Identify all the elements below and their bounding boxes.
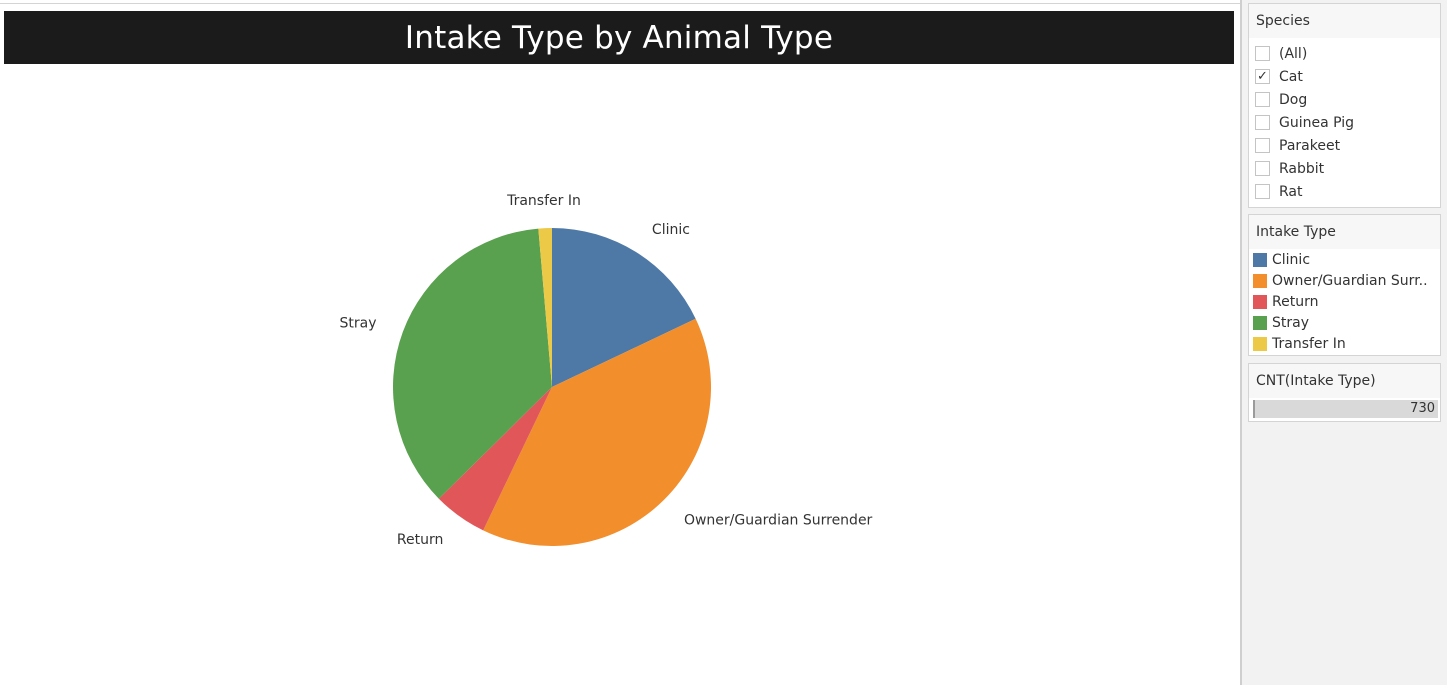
checkbox-icon[interactable] [1255, 161, 1270, 176]
checkbox-checked-icon[interactable]: ✓ [1255, 69, 1270, 84]
pie-slice-label: Owner/Guardian Surrender [684, 513, 873, 529]
checkbox-icon[interactable] [1255, 46, 1270, 61]
legend-item[interactable]: Transfer In [1249, 333, 1440, 354]
species-option[interactable]: ✓ Cat [1249, 65, 1440, 88]
legend-item[interactable]: Return [1249, 291, 1440, 312]
species-option[interactable]: Rat [1249, 180, 1440, 203]
species-option-label: Cat [1279, 68, 1303, 85]
filters-panel: Species (All) ✓ Cat Dog Guinea Pig Parakeet Ra… [1242, 0, 1447, 685]
top-divider [0, 3, 1240, 4]
species-option-label: (All) [1279, 45, 1308, 62]
species-option-label: Guinea Pig [1279, 114, 1355, 131]
checkbox-icon[interactable] [1255, 184, 1270, 199]
legend-label: Clinic [1272, 251, 1311, 268]
species-option[interactable]: Rabbit [1249, 157, 1440, 180]
species-option-label: Rat [1279, 183, 1303, 200]
species-option[interactable]: Guinea Pig [1249, 111, 1440, 134]
count-value: 730 [1410, 401, 1435, 416]
legend-label: Owner/Guardian Surr.. [1272, 272, 1428, 289]
legend-label: Transfer In [1272, 335, 1346, 352]
legend-title: Intake Type [1249, 215, 1440, 249]
count-range-slider[interactable]: 730 [1253, 400, 1438, 418]
pie-slice[interactable] [438, 387, 552, 531]
dashboard-title: Intake Type by Animal Type [4, 11, 1234, 64]
checkbox-icon[interactable] [1255, 138, 1270, 153]
legend-swatch [1253, 294, 1267, 309]
pie-slice-label: Clinic [652, 222, 690, 238]
title-text: Intake Type by Animal Type [404, 19, 834, 56]
count-filter-title: CNT(Intake Type) [1249, 364, 1440, 398]
legend-swatch [1253, 273, 1267, 288]
legend-label: Return [1272, 293, 1319, 310]
pie-slice-label: Transfer In [506, 193, 581, 209]
species-filter: Species (All) ✓ Cat Dog Guinea Pig Parakeet Ra… [1248, 3, 1441, 208]
pie-slice[interactable] [538, 228, 552, 387]
species-option-label: Parakeet [1279, 137, 1341, 154]
species-option-label: Dog [1279, 91, 1308, 108]
species-option[interactable]: (All) [1249, 42, 1440, 65]
species-option[interactable]: Dog [1249, 88, 1440, 111]
pie-slice[interactable] [552, 228, 696, 387]
legend-item[interactable]: Stray [1249, 312, 1440, 333]
legend-item[interactable]: Clinic [1249, 249, 1440, 270]
species-option-label: Rabbit [1279, 160, 1325, 177]
checkbox-icon[interactable] [1255, 115, 1270, 130]
pie-slice-label: Stray [340, 315, 377, 331]
pie-slice[interactable] [392, 228, 552, 499]
pie-chart: Clinic Owner/Guardian Surrender Return Stra… [340, 193, 873, 548]
species-filter-title: Species [1249, 4, 1440, 38]
count-filter: CNT(Intake Type) 730 [1248, 363, 1441, 422]
legend-swatch [1253, 315, 1267, 330]
species-list: (All) ✓ Cat Dog Guinea Pig Parakeet Rabbit Rat [1249, 38, 1440, 203]
legend-list: Clinic Owner/Guardian Surr.. Return Stray Tr… [1249, 249, 1440, 354]
pie-slice[interactable] [483, 318, 711, 546]
panel-divider [1240, 0, 1242, 685]
intake-type-legend: Intake Type Clinic Owner/Guardian Surr.. R… [1248, 214, 1441, 356]
legend-swatch [1253, 252, 1267, 267]
species-option[interactable]: Parakeet [1249, 134, 1440, 157]
legend-label: Stray [1272, 314, 1309, 331]
pie-slice-label: Return [397, 532, 443, 548]
checkbox-icon[interactable] [1255, 92, 1270, 107]
legend-swatch [1253, 336, 1267, 351]
legend-item[interactable]: Owner/Guardian Surr.. [1249, 270, 1440, 291]
